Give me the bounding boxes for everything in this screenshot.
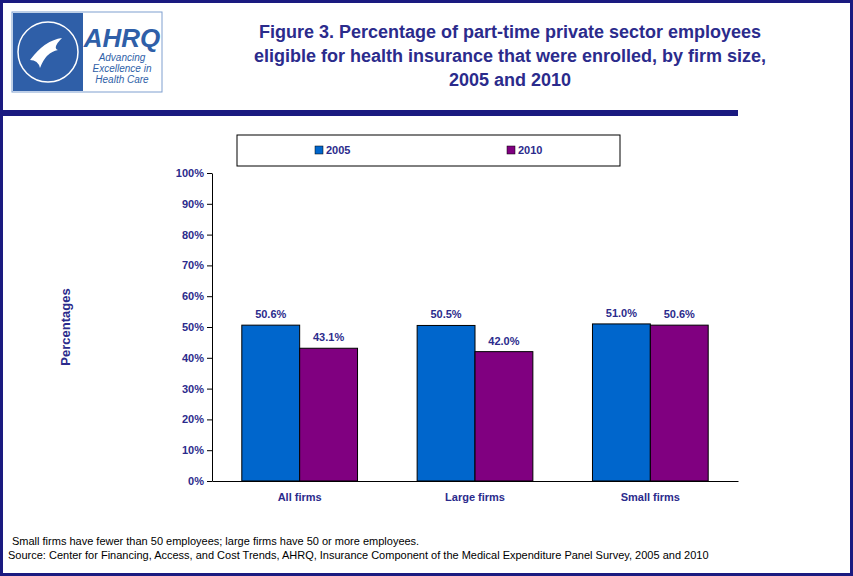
y-axis-title: Percentages bbox=[58, 288, 73, 365]
x-tick: Large firms bbox=[445, 481, 505, 503]
hhs-seal-bg bbox=[13, 13, 83, 91]
bar bbox=[300, 348, 358, 481]
data-label: 43.1% bbox=[313, 331, 344, 343]
data-label: 51.0% bbox=[606, 307, 637, 319]
logo-tagline: Advancing bbox=[98, 52, 146, 63]
x-axis: All firms Large firms Small firms bbox=[213, 481, 739, 503]
x-tick: Small firms bbox=[621, 481, 680, 503]
bar bbox=[417, 325, 475, 481]
bar bbox=[650, 325, 708, 481]
background bbox=[0, 0, 853, 576]
y-tick-mark bbox=[207, 419, 212, 420]
y-tick-label: 90% bbox=[182, 198, 204, 210]
y-tick-label: 80% bbox=[182, 229, 204, 241]
y-tick-label: 40% bbox=[182, 352, 204, 364]
logo: AHRQAdvancingExcellence inHealth Care bbox=[12, 12, 162, 92]
hhs-seal bbox=[18, 22, 78, 82]
title-line: 2005 and 2010 bbox=[449, 70, 571, 90]
y-tick-label: 60% bbox=[182, 290, 204, 302]
legend-swatch bbox=[315, 146, 323, 154]
y-tick: 100% bbox=[176, 167, 212, 179]
y-tick: 30% bbox=[182, 383, 212, 395]
y-tick: 70% bbox=[182, 259, 212, 271]
footnote: Small firms have fewer than 50 employees… bbox=[12, 535, 419, 547]
bar bbox=[592, 324, 650, 481]
y-tick-mark bbox=[207, 235, 212, 236]
y-tick-label: 10% bbox=[182, 444, 204, 456]
logo-ahrq: AHRQ bbox=[83, 23, 161, 53]
y-tick: 0% bbox=[188, 475, 212, 487]
y-tick: 40% bbox=[182, 352, 212, 364]
legend-label: 2010 bbox=[518, 144, 542, 156]
y-tick-mark bbox=[207, 173, 212, 174]
y-tick-mark bbox=[207, 389, 212, 390]
y-tick-mark bbox=[207, 296, 212, 297]
y-tick-label: 0% bbox=[188, 475, 204, 487]
y-tick-mark bbox=[207, 481, 212, 482]
y-tick: 10% bbox=[182, 444, 212, 456]
y-tick-label: 70% bbox=[182, 259, 204, 271]
y-tick: 90% bbox=[182, 198, 212, 210]
x-tick-label: All firms bbox=[278, 491, 322, 503]
y-tick-mark bbox=[207, 450, 212, 451]
title-line: eligible for health insurance that were … bbox=[254, 46, 766, 66]
header-rule bbox=[3, 110, 738, 116]
y-tick-label: 50% bbox=[182, 321, 204, 333]
y-tick-mark bbox=[207, 358, 212, 359]
data-labels: 50.6% 50.5% 51.0% 43.1% 42.0% 50.6% bbox=[255, 307, 695, 347]
data-label: 50.5% bbox=[430, 308, 461, 320]
y-tick: 20% bbox=[182, 413, 212, 425]
title-line: Figure 3. Percentage of part-time privat… bbox=[259, 22, 761, 42]
y-tick-label: 20% bbox=[182, 413, 204, 425]
legend-box bbox=[237, 135, 620, 166]
data-label: 50.6% bbox=[664, 308, 695, 320]
logo-box bbox=[12, 12, 162, 92]
y-tick-mark bbox=[207, 204, 212, 205]
chart: AHRQAdvancingExcellence inHealth Care Fig… bbox=[0, 0, 853, 576]
outer-frame bbox=[2, 2, 852, 575]
y-axis-line bbox=[212, 174, 213, 482]
title: Figure 3. Percentage of part-time privat… bbox=[254, 22, 766, 90]
y-axis: 0% 10% 20% 30% 40% 50% 60% 70% 80% 90% 100% bbox=[176, 167, 213, 487]
bar bbox=[475, 352, 533, 481]
bar bbox=[242, 325, 300, 481]
y-tick: 50% bbox=[182, 321, 212, 333]
hhs-eagle bbox=[30, 38, 62, 68]
x-tick: All firms bbox=[278, 481, 322, 503]
y-tick-mark bbox=[207, 327, 212, 328]
x-axis-line bbox=[213, 481, 739, 482]
legend-swatch bbox=[507, 146, 515, 154]
logo-tagline: Health Care bbox=[95, 74, 149, 85]
data-label: 50.6% bbox=[255, 308, 286, 320]
footnote: Source: Center for Financing, Access, an… bbox=[8, 549, 709, 561]
bars bbox=[242, 324, 708, 481]
y-tick-mark bbox=[207, 265, 212, 266]
y-tick: 60% bbox=[182, 290, 212, 302]
y-tick-label: 100% bbox=[176, 167, 204, 179]
y-tick: 80% bbox=[182, 229, 212, 241]
legend: 2005 2010 bbox=[237, 135, 620, 166]
legend-label: 2005 bbox=[326, 144, 350, 156]
x-tick-label: Large firms bbox=[445, 491, 505, 503]
x-tick-label: Small firms bbox=[621, 491, 680, 503]
data-label: 42.0% bbox=[488, 335, 519, 347]
logo-tagline: Excellence in bbox=[93, 63, 152, 74]
y-tick-label: 30% bbox=[182, 383, 204, 395]
